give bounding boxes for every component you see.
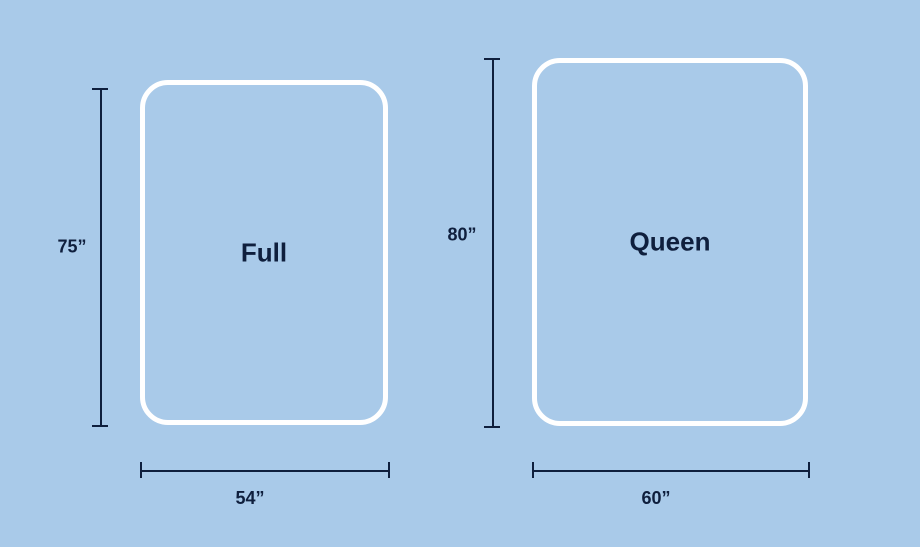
- height-label-queen: 80”: [447, 225, 476, 246]
- mattress-label-full: Full: [241, 237, 287, 268]
- height-label-full: 75”: [57, 237, 86, 258]
- width-label-queen: 60”: [641, 488, 670, 509]
- width-label-full: 54”: [235, 488, 264, 509]
- mattress-size-diagram: Full 75” 54” Queen 80” 60”: [0, 0, 920, 547]
- mattress-label-queen: Queen: [630, 227, 711, 258]
- mattress-queen: Queen: [532, 58, 808, 426]
- mattress-full: Full: [140, 80, 388, 425]
